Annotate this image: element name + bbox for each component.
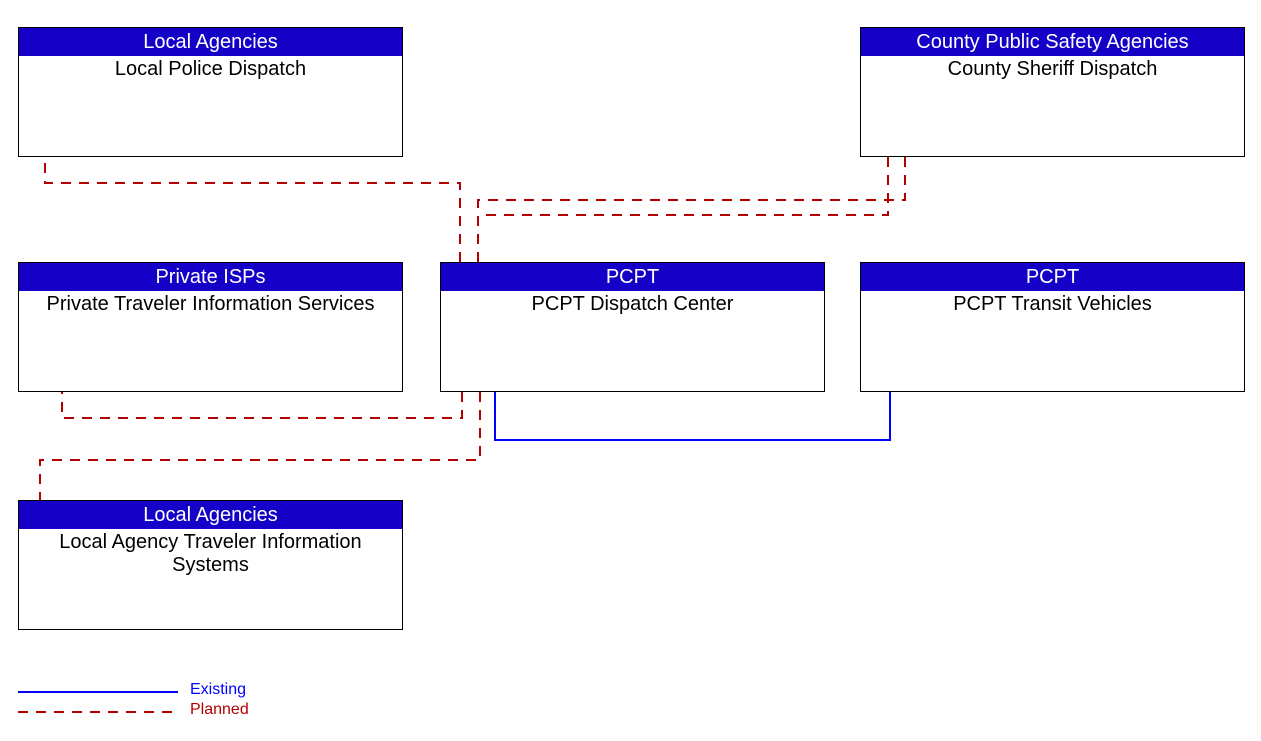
node-pcpt-transit-vehicles: PCPT PCPT Transit Vehicles [860, 262, 1245, 392]
node-local-police-dispatch: Local Agencies Local Police Dispatch [18, 27, 403, 157]
node-header: County Public Safety Agencies [861, 28, 1244, 56]
edge-pcpt_dispatch_to_private_isp [62, 392, 462, 418]
legend-planned-line [18, 710, 178, 714]
node-body: Local Police Dispatch [19, 56, 402, 81]
node-pcpt-dispatch-center: PCPT PCPT Dispatch Center [440, 262, 825, 392]
edge-pcpt_dispatch_to_local_traveler [40, 392, 480, 500]
node-header: Local Agencies [19, 28, 402, 56]
node-header: Private ISPs [19, 263, 402, 291]
edge-pcpt_dispatch_to_county_sheriff_outer [478, 157, 905, 262]
node-local-agency-traveler-info: Local Agencies Local Agency Traveler Inf… [18, 500, 403, 630]
node-header: PCPT [861, 263, 1244, 291]
edge-pcpt_dispatch_to_local_police [45, 157, 460, 262]
legend-planned-label: Planned [190, 701, 249, 719]
node-body: County Sheriff Dispatch [861, 56, 1244, 81]
legend-existing-label: Existing [190, 681, 246, 699]
diagram-canvas: Local Agencies Local Police Dispatch Cou… [0, 0, 1261, 741]
node-body: PCPT Dispatch Center [441, 291, 824, 316]
node-county-sheriff-dispatch: County Public Safety Agencies County She… [860, 27, 1245, 157]
edge-pcpt_dispatch_to_county_sheriff_inner [478, 157, 888, 215]
node-private-traveler-info-services: Private ISPs Private Traveler Informatio… [18, 262, 403, 392]
edge-pcpt_dispatch_to_vehicles [495, 392, 890, 440]
node-header: PCPT [441, 263, 824, 291]
node-body: Private Traveler Information Services [19, 291, 402, 316]
node-body: PCPT Transit Vehicles [861, 291, 1244, 316]
node-header: Local Agencies [19, 501, 402, 529]
legend-existing-line [18, 690, 178, 694]
node-body: Local Agency Traveler Information System… [19, 529, 402, 577]
